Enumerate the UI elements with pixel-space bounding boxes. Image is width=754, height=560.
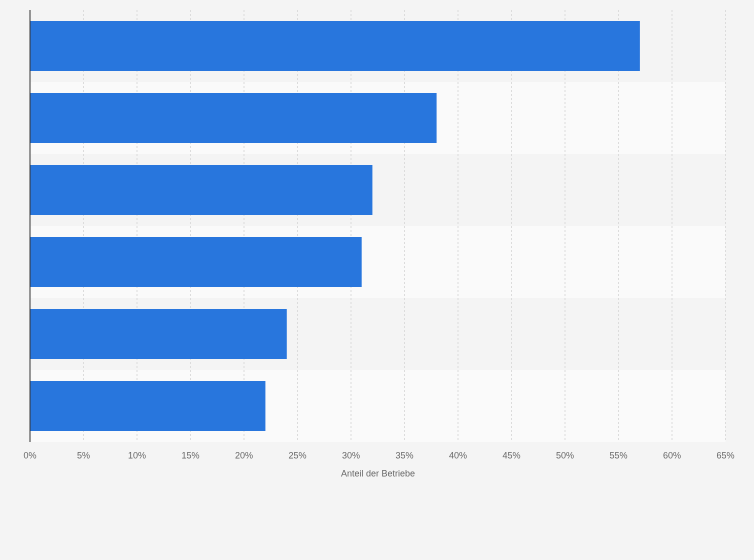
x-tick-label: 65% bbox=[716, 450, 734, 460]
bar bbox=[30, 381, 266, 431]
bar bbox=[30, 93, 437, 143]
x-tick-label: 50% bbox=[556, 450, 574, 460]
bar bbox=[30, 21, 640, 71]
x-tick-label: 15% bbox=[181, 450, 199, 460]
x-tick-label: 0% bbox=[23, 450, 36, 460]
x-tick-label: 30% bbox=[342, 450, 360, 460]
x-tick-label: 5% bbox=[77, 450, 90, 460]
x-tick-label: 10% bbox=[128, 450, 146, 460]
x-axis-label: Anteil der Betriebe bbox=[341, 468, 415, 478]
bar bbox=[30, 309, 287, 359]
x-tick-label: 60% bbox=[663, 450, 681, 460]
bar bbox=[30, 165, 373, 215]
x-tick-label: 55% bbox=[609, 450, 627, 460]
x-tick-label: 45% bbox=[502, 450, 520, 460]
x-tick-label: 20% bbox=[235, 450, 253, 460]
x-tick-label: 25% bbox=[288, 450, 306, 460]
x-tick-label: 35% bbox=[395, 450, 413, 460]
x-tick-label: 40% bbox=[449, 450, 467, 460]
bar bbox=[30, 237, 362, 287]
